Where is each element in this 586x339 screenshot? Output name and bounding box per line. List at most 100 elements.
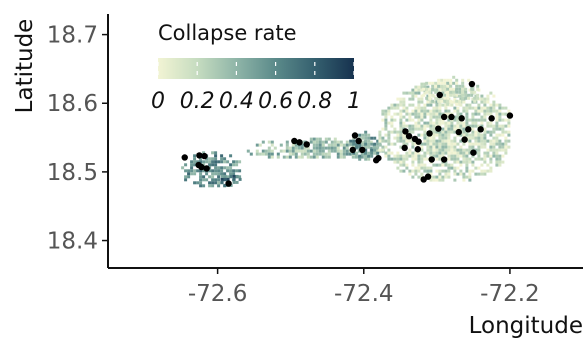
raster-cell: [440, 99, 444, 103]
raster-cell: [190, 166, 194, 170]
raster-cell: [208, 157, 212, 161]
raster-cell: [205, 157, 209, 161]
raster-cell: [462, 106, 466, 110]
raster-cell: [211, 175, 215, 179]
raster-cell: [483, 118, 487, 122]
raster-cell: [474, 124, 478, 128]
raster-cell: [492, 151, 496, 155]
raster-cell: [220, 169, 224, 173]
raster-cell: [438, 148, 442, 152]
raster-cell: [330, 140, 334, 144]
raster-cell: [441, 142, 445, 146]
raster-cell: [396, 154, 400, 158]
raster-cell: [428, 90, 432, 94]
raster-cell: [441, 145, 445, 149]
raster-cell: [471, 136, 475, 140]
raster-cell: [333, 146, 337, 150]
raster-cell: [453, 139, 457, 143]
raster-cell: [336, 140, 340, 144]
raster-cell: [414, 85, 418, 89]
raster-cell: [444, 91, 448, 95]
raster-cell: [402, 97, 406, 101]
raster-cell: [456, 112, 460, 116]
raster-cell: [464, 87, 468, 91]
raster-cell: [438, 136, 442, 140]
raster-cell: [452, 93, 456, 97]
raster-cell: [453, 136, 457, 140]
raster-cell: [405, 112, 409, 116]
raster-cell: [417, 112, 421, 116]
raster-cell: [461, 78, 465, 82]
raster-cell: [214, 178, 218, 182]
raster-cell: [476, 93, 480, 97]
raster-cell: [474, 112, 478, 116]
raster-cell: [489, 91, 493, 95]
raster-cell: [495, 127, 499, 131]
raster-cell: [324, 155, 328, 159]
raster-cell: [453, 109, 457, 113]
data-point: [448, 113, 455, 121]
raster-cell: [390, 121, 394, 125]
raster-cell: [429, 169, 433, 173]
raster-cell: [297, 155, 301, 159]
raster-cell: [468, 175, 472, 179]
raster-cell: [408, 154, 412, 158]
raster-cell: [339, 149, 343, 153]
raster-cell: [187, 172, 191, 176]
raster-cell: [449, 84, 453, 88]
raster-cell: [408, 169, 412, 173]
raster-cell: [489, 130, 493, 134]
raster-cell: [438, 142, 442, 146]
raster-cell: [432, 178, 436, 182]
raster-cell: [474, 172, 478, 176]
raster-cell: [381, 109, 385, 113]
legend-tick-label: 0.2: [180, 89, 215, 114]
raster-cell: [333, 143, 337, 147]
raster-cell: [446, 96, 450, 100]
raster-cell: [226, 166, 230, 170]
data-point: [359, 146, 366, 154]
legend-colorbar: [158, 58, 354, 79]
raster-cell: [443, 99, 447, 103]
raster-cell: [390, 118, 394, 122]
raster-cell: [495, 157, 499, 161]
raster-cell: [390, 106, 394, 110]
raster-cell: [458, 102, 462, 106]
raster-cell: [348, 152, 352, 156]
raster-cell: [342, 152, 346, 156]
raster-cell: [255, 152, 259, 156]
raster-cell: [208, 160, 212, 164]
raster-cell: [429, 124, 433, 128]
raster-cell: [402, 124, 406, 128]
raster-cell: [393, 136, 397, 140]
raster-cell: [384, 151, 388, 155]
raster-cell: [459, 133, 463, 137]
raster-cell: [312, 146, 316, 150]
raster-cell: [324, 152, 328, 156]
raster-cell: [492, 109, 496, 113]
raster-cell: [205, 160, 209, 164]
raster-cell: [438, 178, 442, 182]
raster-cell: [361, 133, 365, 137]
raster-cell: [438, 118, 442, 122]
raster-cell: [465, 157, 469, 161]
raster-cell: [471, 142, 475, 146]
raster-cell: [426, 151, 430, 155]
raster-cell: [498, 133, 502, 137]
raster-cell: [432, 148, 436, 152]
raster-cell: [199, 175, 203, 179]
raster-cell: [408, 115, 412, 119]
raster-cell: [441, 169, 445, 173]
raster-cell: [473, 99, 477, 103]
raster-cell: [267, 146, 271, 150]
raster-cell: [471, 133, 475, 137]
raster-cell: [432, 151, 436, 155]
raster-cell: [300, 143, 304, 147]
raster-cell: [420, 115, 424, 119]
raster-cell: [456, 160, 460, 164]
raster-cell: [370, 136, 374, 140]
raster-cell: [333, 137, 337, 141]
raster-cell: [441, 154, 445, 158]
raster-cell: [390, 157, 394, 161]
raster-cell: [429, 151, 433, 155]
